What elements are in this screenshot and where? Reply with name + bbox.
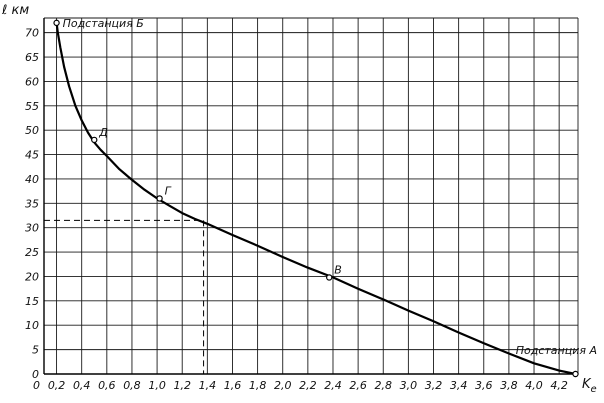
reference-lines — [44, 219, 205, 374]
end-point-1 — [572, 370, 579, 378]
x-tick-label-3: 0,8 — [123, 379, 141, 392]
y-tick-label-7: 35 — [25, 197, 39, 210]
x-tick-label-0: 0,2 — [48, 379, 66, 392]
x-tick-label-18: 3,8 — [500, 379, 518, 392]
y-tick-label-5: 25 — [25, 246, 39, 259]
x-tick-label-16: 3,4 — [450, 379, 468, 392]
y-tick-label-8: 40 — [25, 173, 39, 186]
labels: 0 5 10 15 20 25 30 35 40 45 50 55 60 65 70 0,2 0,4 0,6 0,8… — [1, 3, 597, 395]
x-axis-title: Kе — [582, 377, 597, 395]
end-point-label-1: Подстанция А — [516, 344, 597, 357]
origin-zero-label: 0 — [33, 379, 40, 392]
y-tick-label-1: 5 — [32, 344, 39, 357]
axes — [43, 17, 579, 375]
point-markers — [53, 19, 579, 378]
series-line-0 — [55, 21, 577, 376]
y-tick-label-6: 30 — [25, 222, 39, 235]
x-tick-label-8: 1,8 — [249, 379, 267, 392]
y-tick-label-9: 45 — [25, 149, 39, 162]
point-2 — [326, 274, 333, 281]
x-tick-label-11: 2,4 — [324, 379, 342, 392]
x-tick-label-9: 2,0 — [274, 379, 292, 392]
point-1 — [156, 195, 163, 202]
x-tick-label-15: 3,2 — [425, 379, 443, 392]
x-tick-label-2: 0,6 — [98, 379, 116, 392]
x-tick-label-14: 3,0 — [400, 379, 418, 392]
y-tick-label-13: 65 — [25, 51, 39, 64]
end-point-0 — [53, 19, 60, 27]
y-tick-label-3: 15 — [25, 295, 39, 308]
y-tick-label-4: 20 — [25, 270, 39, 283]
y-tick-label-11: 55 — [25, 100, 39, 113]
x-tick-label-20: 4,2 — [550, 379, 568, 392]
y-tick-label-0: 0 — [32, 368, 39, 381]
x-tick-label-7: 1,6 — [224, 379, 242, 392]
y-tick-label-10: 50 — [25, 124, 39, 137]
x-tick-label-1: 0,4 — [73, 379, 91, 392]
x-tick-label-10: 2,2 — [299, 379, 317, 392]
x-tick-label-17: 3,6 — [475, 379, 493, 392]
point-label-1: Г — [165, 184, 172, 197]
curve — [55, 21, 577, 376]
y-axis-title: ℓ км — [1, 3, 29, 18]
x-tick-label-13: 2,8 — [374, 379, 392, 392]
y-tick-label-14: 70 — [25, 27, 39, 40]
point-label-0: Д — [98, 126, 108, 139]
x-tick-label-4: 1,0 — [148, 379, 166, 392]
point-0 — [91, 136, 98, 144]
x-tick-label-19: 4,0 — [525, 379, 543, 392]
x-axis-title-subscript: е — [591, 384, 597, 395]
y-tick-label-2: 10 — [25, 319, 39, 332]
grid — [44, 18, 578, 374]
y-tick-label-12: 60 — [25, 75, 39, 88]
x-tick-label-5: 1,2 — [173, 379, 191, 392]
point-label-2: В — [334, 263, 342, 276]
x-tick-label-6: 1,4 — [199, 379, 217, 392]
end-point-label-0: Подстанция Б — [63, 17, 144, 30]
x-tick-label-12: 2,6 — [349, 379, 367, 392]
